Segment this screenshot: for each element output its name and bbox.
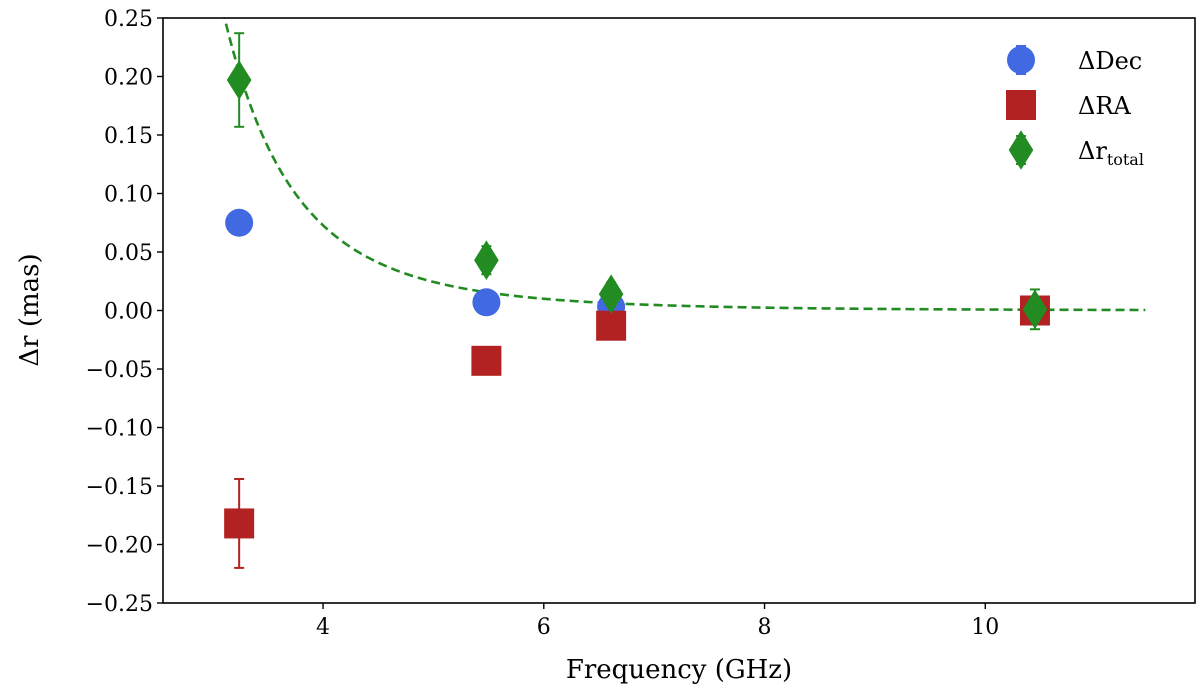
- y-tick-label: 0.15: [104, 124, 153, 149]
- legend-marker-diamond: [1008, 130, 1034, 170]
- data-point-square: [596, 310, 627, 341]
- data-point-square: [471, 345, 502, 376]
- legend: ΔDec ΔRA Δrtotal: [1006, 45, 1144, 170]
- data-points-layer: [224, 32, 1050, 569]
- x-tick-label: 6: [537, 615, 551, 640]
- y-tick-label: 0.05: [104, 241, 153, 266]
- legend-label: Δrtotal: [1078, 137, 1144, 169]
- y-tick-label: −0.15: [86, 475, 153, 500]
- data-point-diamond: [598, 274, 624, 314]
- x-axis-title: Frequency (GHz): [566, 655, 792, 685]
- legend-label-main: ΔDec: [1078, 47, 1142, 75]
- data-point-diamond: [474, 240, 499, 280]
- x-tick-label: 4: [316, 615, 330, 640]
- data-point-circle: [472, 288, 501, 317]
- data-point-circle: [225, 208, 254, 237]
- y-tick-label: −0.25: [86, 592, 153, 617]
- data-point-square: [224, 508, 255, 539]
- legend-marker-circle: [1007, 46, 1035, 74]
- fit-curve-line: [223, 18, 1146, 312]
- y-axis: 0.25 0.20 0.15 0.10 0.05 0.00 −0.05 −0.10 −0.15 −…: [86, 7, 163, 617]
- legend-label: ΔRA: [1078, 92, 1131, 120]
- x-axis: 4 6 8 10: [316, 603, 999, 640]
- x-tick-label: 10: [971, 615, 999, 640]
- y-tick-label: 0.10: [104, 183, 153, 208]
- y-axis-title: Δr (mas): [15, 253, 45, 366]
- y-tick-label: −0.05: [86, 358, 153, 383]
- data-point-diamond: [1022, 289, 1048, 330]
- x-tick-label: 8: [758, 615, 772, 640]
- y-tick-label: 0.25: [104, 7, 153, 32]
- y-tick-label: 0.00: [104, 300, 153, 325]
- legend-marker-square: [1006, 90, 1036, 120]
- legend-label-main: ΔRA: [1078, 92, 1131, 120]
- legend-label-subscript: total: [1107, 150, 1144, 169]
- y-tick-label: −0.10: [86, 417, 153, 442]
- legend-label: ΔDec: [1078, 47, 1142, 75]
- data-point-diamond: [226, 60, 252, 100]
- legend-label-main: Δr: [1078, 137, 1107, 165]
- y-tick-label: 0.20: [104, 66, 153, 91]
- fit-curve-layer: [223, 18, 1146, 312]
- y-tick-label: −0.20: [86, 534, 153, 559]
